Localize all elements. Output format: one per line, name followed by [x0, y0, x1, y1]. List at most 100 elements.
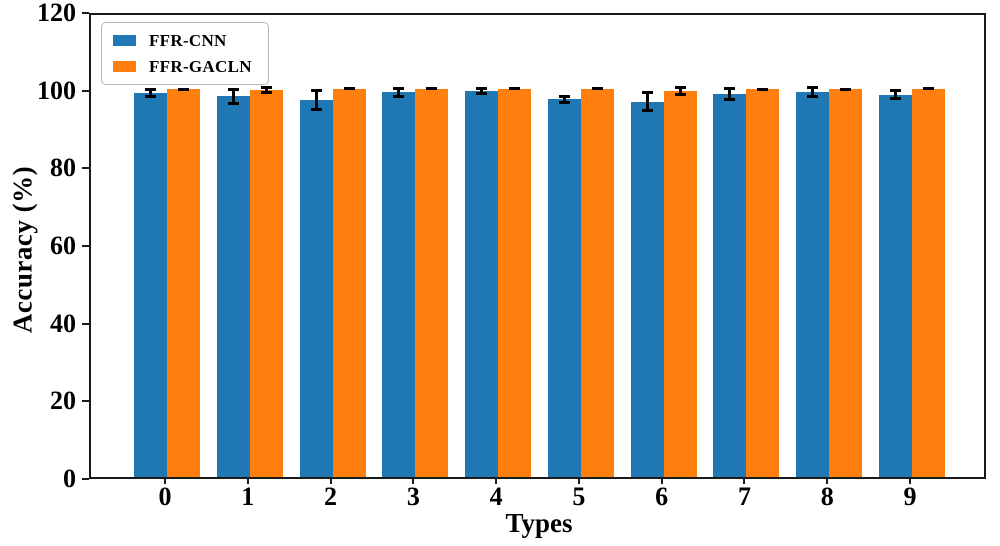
bar-ffr-gacln-type-3	[415, 89, 449, 477]
error-bar-cap-top	[674, 85, 686, 89]
error-bar-cap-top	[260, 85, 272, 89]
error-bar-cap-bottom	[890, 96, 901, 100]
bar-ffr-gacln-type-5	[580, 89, 614, 477]
error-bar-ffr-cnn-type-8	[807, 85, 819, 99]
error-bar-cap-bottom	[145, 94, 156, 98]
bar-ffr-cnn-type-8	[796, 92, 830, 477]
y-tick-mark-120	[82, 12, 89, 14]
error-bar-cap-top	[890, 89, 901, 93]
bar-ffr-cnn-type-6	[630, 101, 664, 477]
error-bar-cap-top	[807, 85, 819, 89]
bar-ffr-cnn-type-4	[465, 91, 499, 477]
bar-ffr-cnn-type-0	[134, 92, 167, 477]
x-tick-label-5: 5	[572, 482, 586, 511]
legend: FFR-CNN FFR-GACLN	[101, 22, 269, 85]
y-tick-mark-60	[82, 245, 89, 247]
error-bar-cap-bottom	[558, 100, 570, 104]
x-tick-mark-1	[246, 479, 249, 484]
bar-ffr-cnn-type-3	[382, 92, 416, 477]
error-bar-ffr-cnn-type-2	[310, 88, 322, 112]
bar-ffr-cnn-type-2	[299, 99, 333, 477]
error-bar-cap-bottom	[310, 108, 322, 112]
error-bar-line	[480, 87, 484, 95]
x-tick-label-8: 8	[820, 482, 834, 511]
legend-swatch-ffr-cnn	[113, 35, 136, 46]
x-tick-mark-4	[495, 479, 498, 484]
error-bar-line	[728, 86, 732, 102]
error-bar-ffr-cnn-type-4	[476, 87, 488, 95]
error-bar-ffr-gacln-type-8	[840, 87, 852, 91]
error-bar-ffr-cnn-type-9	[890, 89, 901, 100]
error-bar-cap-bottom	[178, 87, 189, 91]
y-tick-mark-20	[82, 400, 89, 403]
y-tick-label-100: 100	[37, 75, 76, 105]
y-tick-label-40: 40	[50, 308, 76, 338]
y-tick-label-80: 80	[50, 153, 76, 183]
error-bar-cap-top	[310, 88, 322, 92]
error-bar-cap-bottom	[227, 102, 239, 106]
error-bar-cap-top	[145, 87, 156, 91]
error-bar-ffr-cnn-type-3	[393, 86, 405, 98]
error-bar-cap-bottom	[426, 87, 438, 91]
error-bar-cap-bottom	[509, 87, 521, 91]
error-bar-line	[894, 89, 897, 100]
error-bar-ffr-gacln-type-4	[509, 87, 521, 91]
error-bar-ffr-cnn-type-7	[724, 86, 736, 102]
x-tick-label-2: 2	[324, 482, 338, 511]
error-bar-cap-bottom	[724, 98, 736, 102]
y-tick-label-0: 0	[63, 464, 76, 493]
error-bar-cap-top	[558, 94, 570, 98]
x-tick-mark-9	[909, 479, 911, 484]
plot-area: FFR-CNN FFR-GACLN	[89, 13, 986, 479]
error-bar-cap-bottom	[343, 87, 355, 91]
error-bar-ffr-gacln-type-0	[178, 87, 189, 91]
bar-ffr-gacln-type-0	[167, 89, 200, 477]
y-tick-mark-0	[82, 478, 89, 480]
x-tick-mark-0	[164, 479, 166, 484]
bar-ffr-cnn-type-5	[547, 99, 581, 477]
legend-item-ffr-gacln: FFR-GACLN	[113, 58, 252, 75]
bar-ffr-gacln-type-9	[912, 89, 945, 477]
error-bar-cap-bottom	[641, 109, 653, 113]
error-bar-ffr-cnn-type-5	[558, 94, 570, 104]
x-tick-label-3: 3	[406, 482, 420, 511]
bar-ffr-gacln-type-6	[663, 90, 697, 477]
bar-ffr-cnn-type-1	[216, 96, 250, 477]
error-bar-line	[149, 87, 152, 98]
bar-ffr-cnn-type-9	[879, 94, 912, 477]
legend-label: FFR-CNN	[149, 31, 227, 50]
x-tick-label-0: 0	[158, 482, 172, 511]
error-bar-cap-bottom	[591, 87, 603, 91]
bar-ffr-cnn-type-7	[713, 94, 747, 477]
legend-swatch-ffr-gacln	[113, 61, 136, 72]
x-tick-label-9: 9	[903, 482, 917, 511]
x-tick-mark-3	[412, 479, 415, 484]
error-bar-line	[397, 86, 401, 98]
error-bar-cap-top	[476, 87, 488, 91]
x-tick-label-1: 1	[241, 482, 255, 511]
error-bar-line	[645, 91, 649, 113]
error-bar-line	[314, 88, 318, 112]
error-bar-line	[264, 85, 268, 95]
error-bar-ffr-gacln-type-7	[757, 87, 769, 91]
error-bar-cap-bottom	[807, 95, 819, 99]
error-bar-line	[562, 94, 566, 104]
x-tick-label-7: 7	[737, 482, 751, 511]
error-bar-ffr-gacln-type-9	[923, 87, 934, 91]
error-bar-ffr-gacln-type-5	[591, 87, 603, 91]
error-bar-ffr-cnn-type-6	[641, 91, 653, 113]
bar-ffr-gacln-type-4	[498, 89, 532, 477]
error-bar-cap-bottom	[923, 87, 934, 91]
bar-ffr-gacln-type-8	[829, 89, 863, 477]
error-bar-cap-bottom	[757, 87, 769, 91]
x-tick-mark-2	[329, 479, 332, 484]
error-bar-line	[231, 87, 235, 106]
error-bar-cap-top	[393, 86, 405, 90]
error-bar-ffr-gacln-type-1	[260, 85, 272, 95]
y-tick-label-60: 60	[50, 231, 76, 260]
legend-label: FFR-GACLN	[149, 57, 252, 76]
y-tick-label-20: 20	[50, 386, 76, 416]
error-bar-cap-bottom	[393, 94, 405, 98]
error-bar-line	[811, 85, 815, 99]
